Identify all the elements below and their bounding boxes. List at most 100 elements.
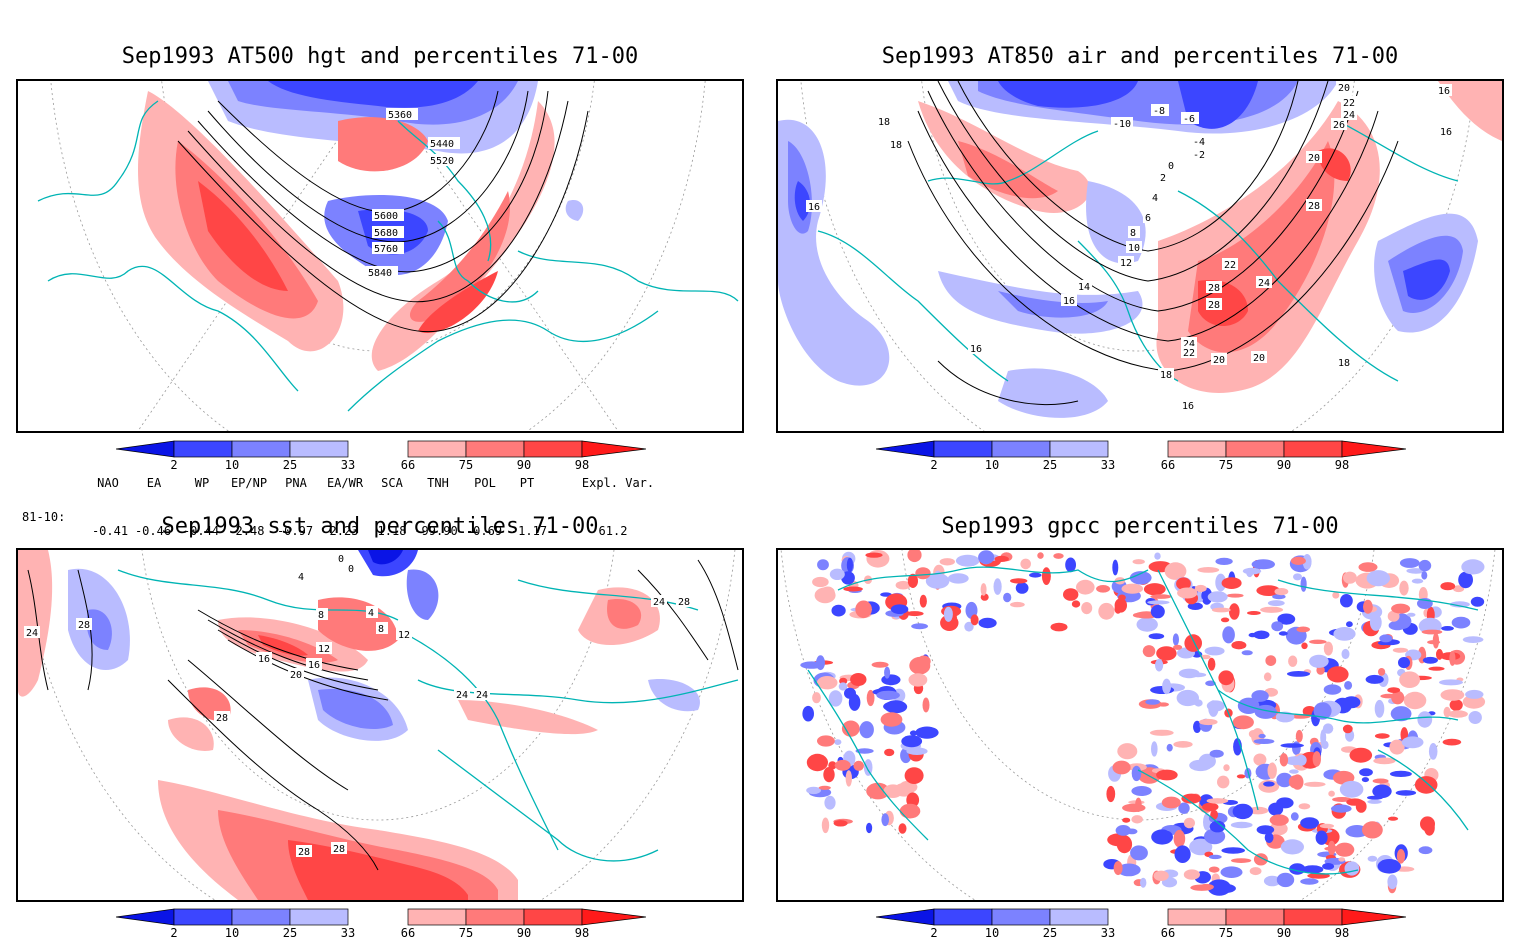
precip-anomaly-blob <box>1258 733 1266 739</box>
precip-anomaly-blob <box>1327 666 1349 683</box>
precip-anomaly-blob <box>1387 874 1398 890</box>
precip-anomaly-blob <box>1269 814 1289 826</box>
precip-anomaly-blob <box>1462 694 1486 709</box>
index-header: EA <box>146 476 162 490</box>
precip-anomaly-blob <box>1374 699 1385 718</box>
colorbar-tick-label: 25 <box>282 926 298 940</box>
index-header: SCA <box>381 476 403 490</box>
precip-anomaly-blob <box>1220 866 1243 878</box>
precip-anomaly-blob <box>1142 645 1156 658</box>
index-value: -0.41 <box>91 524 129 538</box>
precip-anomaly-blob <box>1253 738 1275 744</box>
precip-anomaly-blob <box>866 822 873 834</box>
colorbar-segment <box>407 440 467 458</box>
colorbar-tick-label: 75 <box>1218 458 1234 472</box>
precip-anomaly-blob <box>1150 604 1165 619</box>
index-value: -1.17 <box>510 524 548 538</box>
precip-anomaly-blob <box>1264 832 1274 843</box>
precip-anomaly-blob <box>1184 634 1202 652</box>
contour-labels: 5360 5440 5520 5600 5680 5760 5840 <box>366 108 460 279</box>
precip-anomaly-blob <box>853 760 864 771</box>
precip-anomaly-blob <box>925 573 950 589</box>
precip-anomaly-blob <box>1147 600 1170 605</box>
colorbar-segment <box>465 440 525 458</box>
precip-anomaly-blob <box>1113 861 1123 876</box>
precip-anomaly-blob <box>1242 567 1262 575</box>
colorbar-tick-label: 75 <box>458 926 474 940</box>
colorbar-tick-label: 2 <box>170 458 178 472</box>
precip-anomaly-blob <box>1346 621 1353 628</box>
map-canvas-gpcc <box>780 550 1496 900</box>
contour-label: -2 <box>1193 150 1205 161</box>
contour-label: 24 <box>1258 278 1270 289</box>
precip-anomaly-blob <box>978 617 997 629</box>
precip-anomaly-blob <box>1387 816 1399 821</box>
precip-anomaly-blob <box>978 550 995 565</box>
contours <box>27 559 739 871</box>
contour-label: -10 <box>1113 119 1131 130</box>
precip-anomaly-blob <box>1296 754 1307 766</box>
contour-label: 0 <box>1168 161 1174 172</box>
precip-anomaly-blob <box>1256 825 1275 835</box>
precip-anomaly-blob <box>1401 736 1424 749</box>
precip-anomaly-blob <box>1447 710 1468 718</box>
precip-anomaly-blob <box>866 782 890 800</box>
precip-anomaly-blob <box>1339 780 1364 798</box>
contour-label: 28 <box>1308 201 1320 212</box>
contour-label: 2 <box>1160 173 1166 184</box>
contour-label: 22 <box>1343 98 1355 109</box>
precip-anomaly-blob <box>1029 572 1042 578</box>
precip-anomaly-blob <box>802 705 814 722</box>
precip-anomaly-blob <box>806 786 821 795</box>
index-value: 2.23 <box>329 524 359 538</box>
contour-label: 5760 <box>374 244 398 255</box>
precip-anomaly-blob <box>1391 603 1411 614</box>
colorbar-gpcc: 2 10 25 33 66 75 90 98 <box>875 908 1407 940</box>
precip-anomaly-blob <box>1276 797 1294 809</box>
precip-anomaly-blob <box>1372 784 1392 799</box>
precip-anomaly-blob <box>1449 601 1470 608</box>
precip-anomaly-blob <box>1395 790 1417 796</box>
precip-anomaly-blob <box>1290 812 1299 821</box>
precip-anomaly-blob <box>1187 602 1203 610</box>
precip-anomaly-blob <box>834 763 844 768</box>
contour-label: 14 <box>1078 282 1090 293</box>
colorbar-tick-label: 2 <box>930 926 938 940</box>
precip-anomaly-blob <box>1295 729 1303 743</box>
colorbar-tick-label: 33 <box>340 926 356 940</box>
colorbar-svg <box>875 440 1407 458</box>
contour-label: 24 <box>26 628 38 639</box>
colorbar-segment <box>1283 908 1343 926</box>
precip-anomaly-blob <box>1164 562 1187 580</box>
precip-anomaly-blob <box>1279 753 1289 767</box>
index-header: PT <box>519 476 535 490</box>
precip-anomaly-blob <box>1343 571 1357 584</box>
precip-anomaly-blob <box>880 712 903 727</box>
contour-label: -4 <box>1193 137 1205 148</box>
precip-anomaly-blob <box>890 604 909 614</box>
precip-anomaly-blob <box>1149 729 1174 736</box>
precip-anomaly-blob <box>906 747 928 755</box>
index-header: EP/NP <box>230 476 268 490</box>
precip-anomaly-blob <box>1296 626 1310 633</box>
precip-anomaly-blob <box>1373 757 1396 765</box>
colorbar-segment <box>1167 908 1227 926</box>
precip-anomaly-blob <box>1204 646 1225 656</box>
precip-anomaly-blob <box>1162 678 1172 695</box>
precip-anomaly-blob <box>1136 617 1158 632</box>
precip-anomaly-blob <box>1263 781 1275 787</box>
precip-anomaly-blob <box>1204 828 1226 845</box>
colorbar-tick-label: 98 <box>1334 926 1350 940</box>
contour-label: 12 <box>398 630 410 641</box>
colorbar-segment <box>1341 908 1407 926</box>
colorbar-tick-label: 66 <box>1160 458 1176 472</box>
precip-anomaly-blob <box>1316 665 1325 675</box>
contour-label: 5520 <box>430 156 454 167</box>
precip-anomaly-blob <box>939 558 955 566</box>
index-value: -0.46 <box>134 524 172 538</box>
precip-anomaly-blob <box>1215 573 1227 592</box>
precip-anomaly-blob <box>1115 825 1131 836</box>
precip-anomaly-blob <box>1369 614 1382 631</box>
contour-label: 16 <box>970 344 982 355</box>
precip-anomaly-blob <box>829 568 845 580</box>
